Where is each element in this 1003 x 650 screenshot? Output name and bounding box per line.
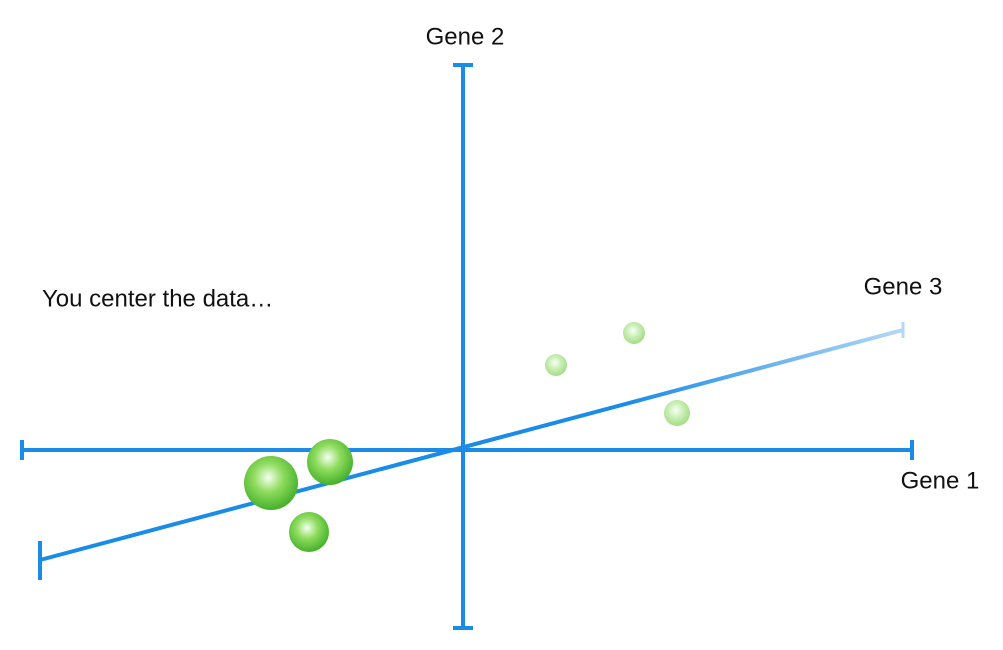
sphere — [307, 439, 353, 485]
sphere — [623, 322, 645, 344]
gene1-axis — [20, 440, 914, 460]
sphere — [664, 400, 690, 426]
gene3-axis — [38, 322, 905, 580]
sphere — [289, 512, 329, 552]
axis-label: Gene 3 — [864, 273, 943, 300]
sphere — [545, 354, 567, 376]
axis-label: Gene 1 — [901, 467, 980, 494]
gene2-axis — [453, 63, 473, 630]
sphere — [244, 456, 298, 510]
axis-label: Gene 2 — [426, 23, 505, 50]
caption: You center the data… — [42, 285, 273, 312]
